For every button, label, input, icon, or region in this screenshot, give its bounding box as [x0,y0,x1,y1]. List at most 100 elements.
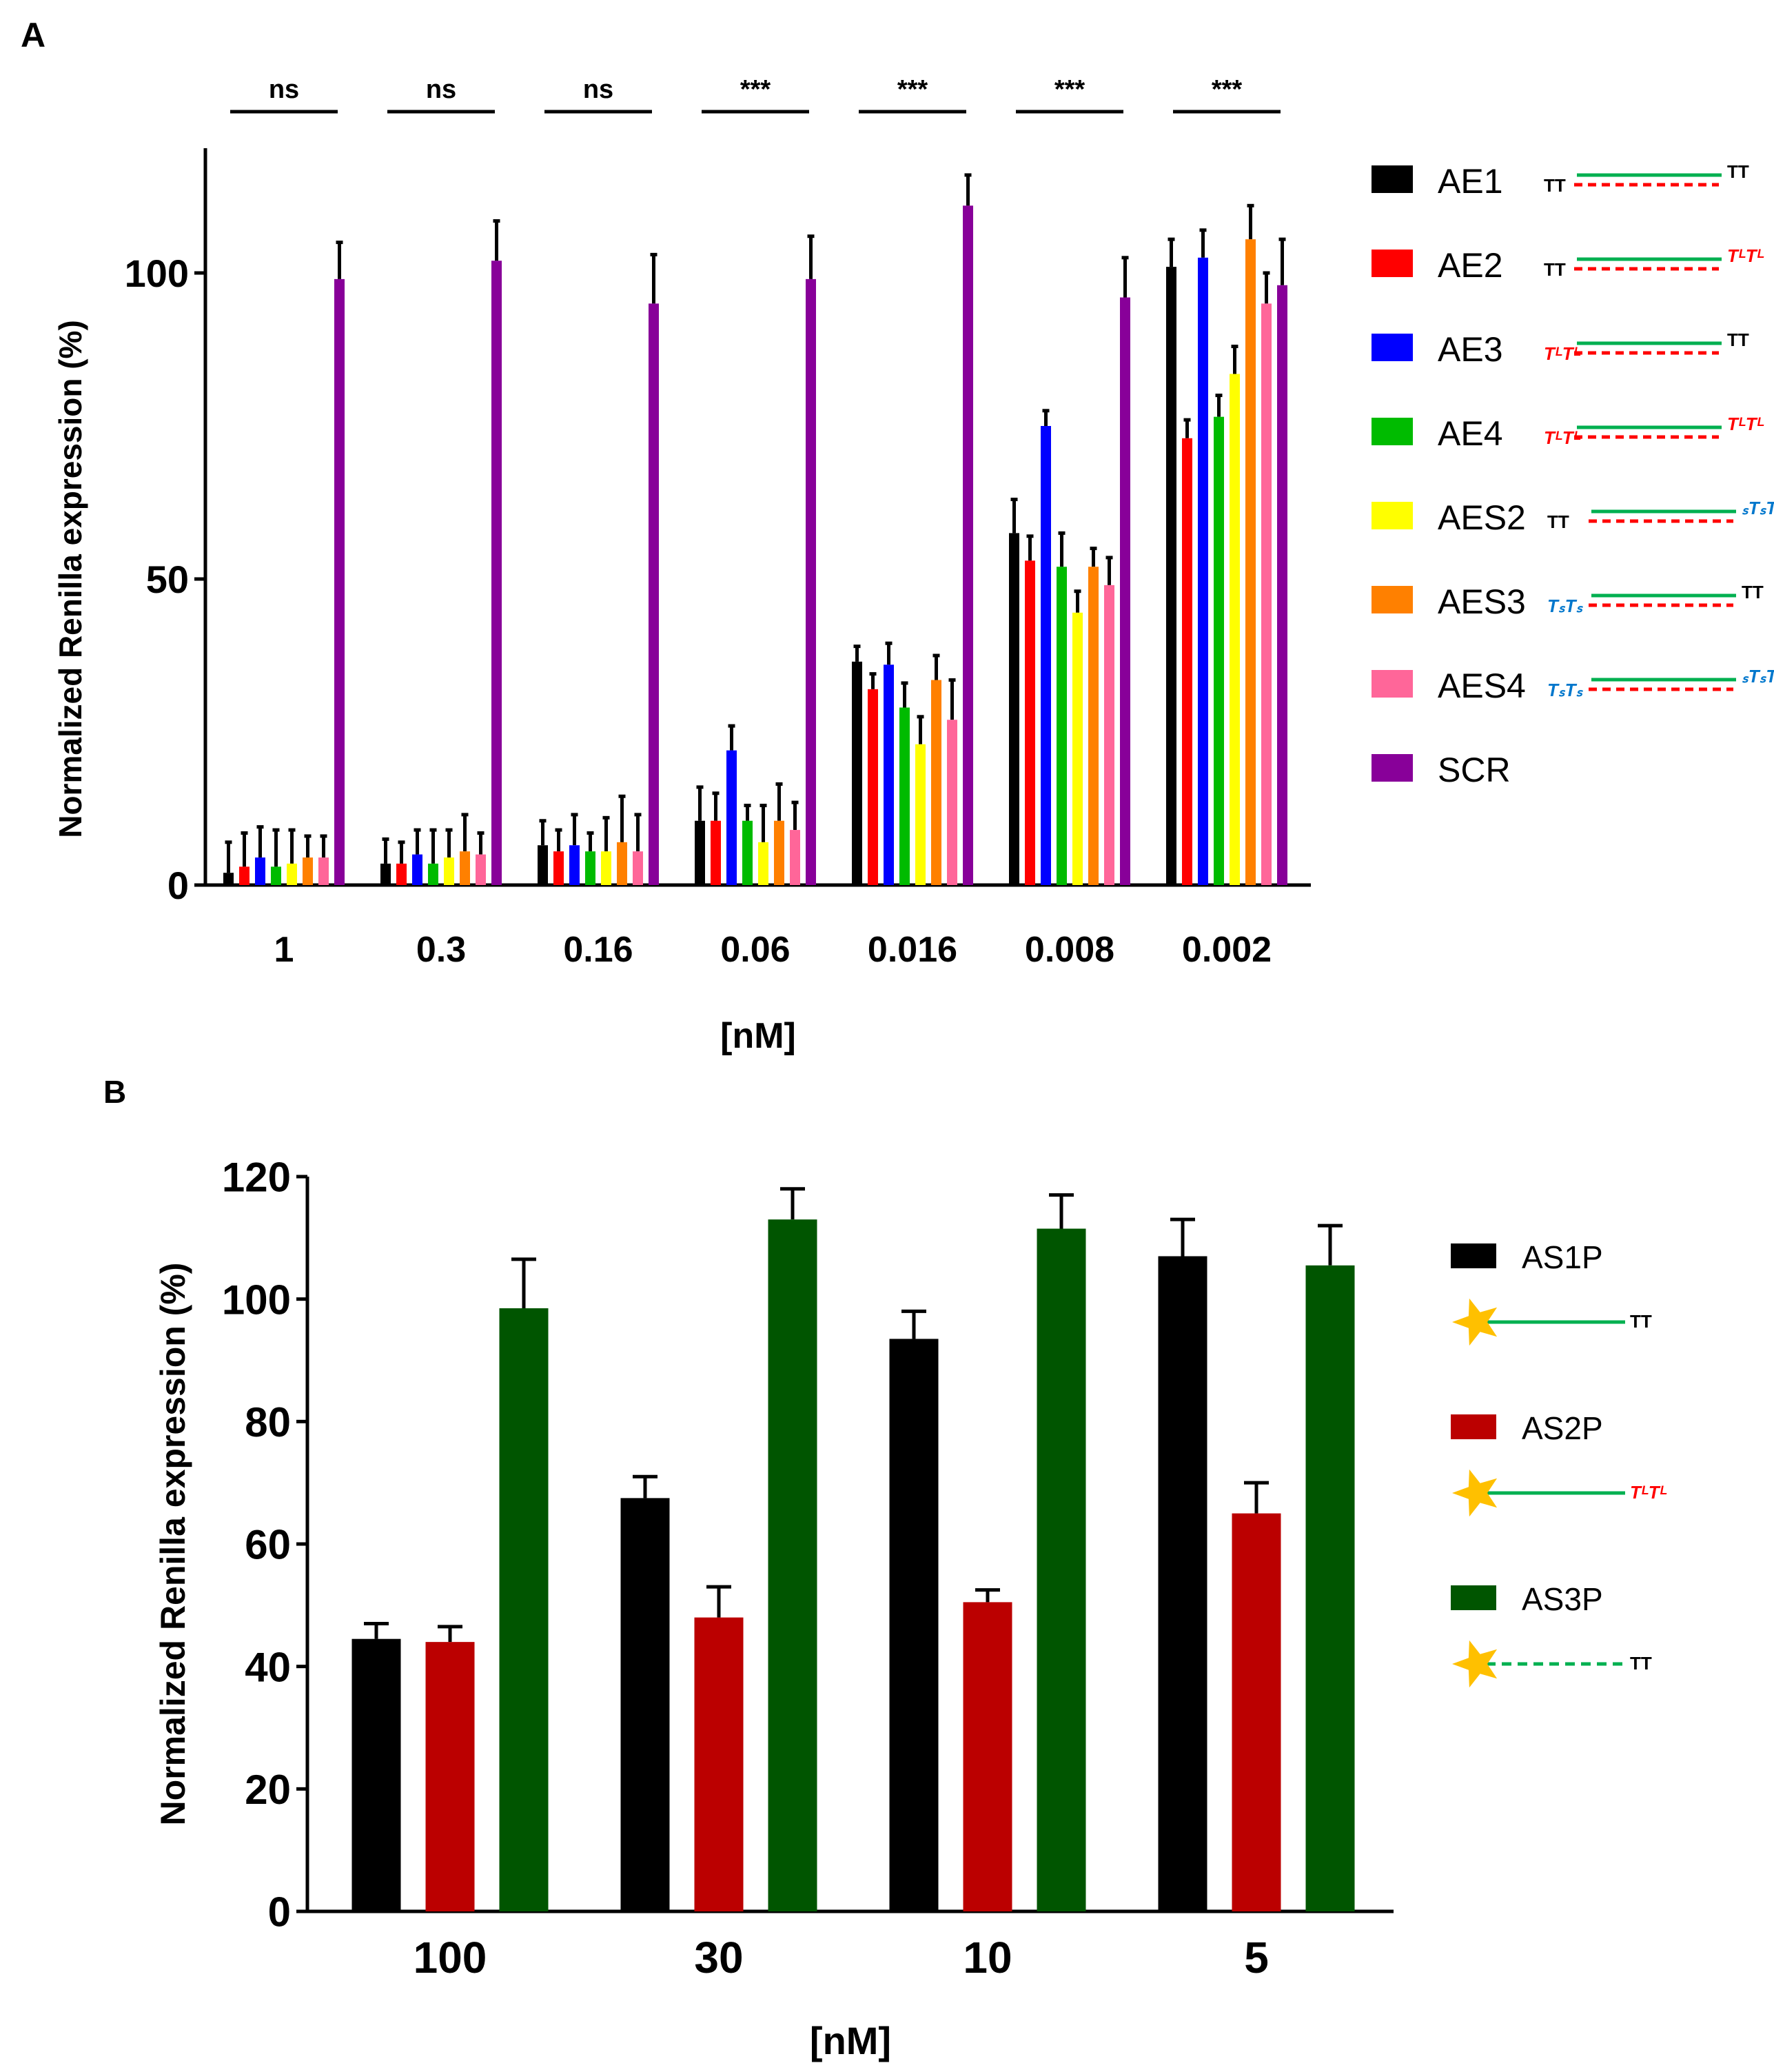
bar-ae2 [868,689,878,885]
legend-item-aes4: AES4 TₛTₛ ₛTₛT [1372,666,1774,705]
x-tick-label: 100 [414,1933,487,1982]
bar-scr [963,205,973,885]
bar-aes3 [774,820,784,885]
bar-aes4 [318,857,329,885]
bar-as3p [1305,1265,1355,1911]
panel-label-a: A [21,16,45,54]
bar-group [380,219,502,885]
bar-ae1 [852,661,862,885]
right-modification: TT [1630,1311,1652,1332]
legend-item-as2p: AS2P TᴸTᴸ [1451,1410,1667,1517]
bar-as3p [768,1219,817,1911]
x-tick-label: 0.3 [416,930,466,970]
bar-ae2 [396,863,407,885]
y-tick-label: 60 [245,1522,291,1568]
bar-ae3 [1198,257,1208,885]
legend-item-aes2: AES2 TT ₛTₛT [1372,498,1774,537]
legend-label: SCR [1438,751,1511,789]
significance-label: *** [897,75,928,104]
bar-as2p [1232,1513,1281,1911]
bar-as1p [889,1339,939,1911]
significance-label: ns [583,75,613,104]
legend-swatch [1451,1243,1496,1268]
legend-swatch [1372,334,1413,361]
right-modification: TᴸTᴸ [1727,414,1764,434]
legend-label: AE3 [1438,330,1503,369]
x-tick-label: 1 [274,930,294,970]
bar-aes3 [460,851,470,885]
bar-aes3 [303,857,313,885]
bar-group [538,252,659,885]
x-tick-label: 0.002 [1182,930,1272,970]
right-modification: TT [1727,161,1749,182]
bar-ae4 [428,863,438,885]
left-modification: TₛTₛ [1547,596,1583,616]
legend-item-ae2: AE2 TT TᴸTᴸ [1372,245,1764,285]
bar-group [620,1187,817,1911]
bar-ae4 [271,866,281,885]
bar-aes2 [287,863,297,885]
y-axis-label: Normalized Renilla expression (%) [52,320,88,838]
bar-aes3 [1245,239,1256,885]
bar-aes2 [1230,374,1240,885]
left-modification: TₛTₛ [1547,680,1583,700]
bar-aes2 [915,744,926,885]
bar-ae4 [742,820,753,885]
bar-ae2 [553,851,564,885]
significance-label: ns [269,75,299,104]
legend-label: AS2P [1522,1410,1603,1446]
bar-scr [491,261,502,885]
bar-aes2 [601,851,611,885]
x-tick-label: 10 [963,1933,1012,1982]
star-icon [1452,1640,1498,1688]
bar-ae4 [1057,567,1067,885]
bar-as3p [1037,1228,1086,1911]
legend-item-ae1: AE1 TT TT [1372,161,1749,201]
y-tick-label: 80 [245,1399,291,1445]
legend-item-aes3: AES3 TₛTₛ TT [1372,582,1764,621]
legend-swatch [1372,586,1413,613]
y-axis-label: Normalized Renilla expression (%) [154,1263,192,1826]
bar-as1p [620,1498,670,1911]
panel-b-chart: 0 20 40 60 80 100 120 Normalized Renilla expres… [154,1155,1667,2062]
x-tick-label: 0.06 [720,930,790,970]
bar-ae2 [711,820,721,885]
bar-group [695,234,816,885]
legend-label: AES2 [1438,498,1526,537]
x-tick-label: 0.016 [868,930,957,970]
left-modification: TT [1544,175,1566,196]
legend-label: AES3 [1438,582,1526,621]
legend-swatch [1451,1585,1496,1610]
left-modification: TT [1547,511,1569,532]
bar-aes4 [1104,585,1114,885]
legend-label: AES4 [1438,667,1526,705]
bar-aes2 [758,842,768,885]
bar-group [852,173,973,885]
bar-group [223,241,345,885]
bar-as1p [1158,1256,1207,1911]
bar-scr [649,303,659,885]
x-tick-label: 0.008 [1025,930,1114,970]
legend-swatch [1372,165,1413,193]
legend-swatch [1372,754,1413,782]
legend-swatch [1372,418,1413,445]
legend-item-as1p: AS1P TT [1451,1239,1652,1346]
bar-ae2 [1182,438,1192,885]
right-modification: TᴸTᴸ [1727,245,1764,266]
legend-label: AE2 [1438,246,1503,285]
bar-scr [1277,285,1287,885]
y-tick-label: 0 [268,1889,291,1936]
bar-aes2 [1072,612,1083,885]
significance-label: *** [1212,75,1243,104]
bar-aes2 [444,857,454,885]
significance-label: *** [740,75,771,104]
legend-swatch [1372,670,1413,698]
y-tick-label: 100 [222,1277,291,1323]
bar-ae2 [239,866,249,885]
bar-aes4 [1261,303,1272,885]
right-modification: ₛTₛT [1742,666,1774,687]
legend: AS1P TT AS2P TᴸTᴸ AS3P TT [1451,1239,1667,1688]
bar-ae1 [695,820,705,885]
